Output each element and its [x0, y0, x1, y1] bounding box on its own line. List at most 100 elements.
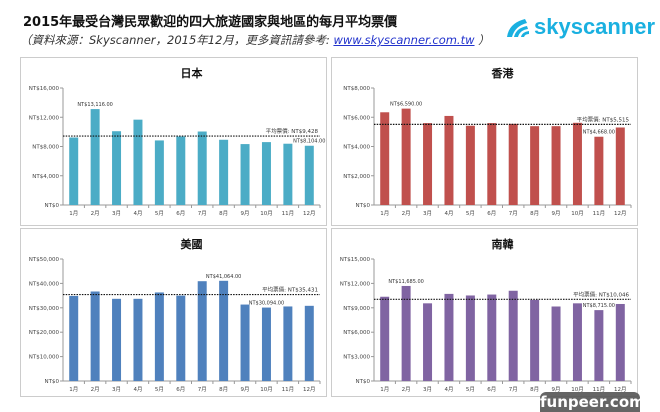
chart-title: 美國	[181, 237, 203, 251]
x-tick-label: 1月	[380, 386, 389, 393]
skyscanner-link[interactable]: www.skyscanner.com.tw	[333, 33, 475, 47]
x-tick-label: 8月	[219, 210, 228, 217]
skyscanner-sunrise-icon	[507, 19, 529, 37]
bar	[487, 123, 497, 205]
x-tick-label: 10月	[571, 386, 584, 393]
bar	[572, 122, 582, 205]
bar	[176, 295, 186, 381]
chart-title: 香港	[491, 66, 515, 80]
y-tick-label: NT$15,000	[340, 257, 371, 263]
bar	[90, 109, 100, 205]
x-tick-label: 2月	[402, 210, 411, 217]
bar	[69, 295, 79, 381]
bar	[283, 306, 293, 381]
data-label: NT$8,715.00	[583, 303, 615, 309]
average-label: 平均票價: NT$35,431	[262, 286, 318, 294]
y-tick-label: NT$16,000	[29, 86, 60, 92]
x-tick-label: 12月	[614, 210, 627, 217]
bar	[487, 294, 497, 381]
x-tick-label: 5月	[466, 210, 475, 217]
x-tick-label: 9月	[241, 386, 250, 393]
bar	[176, 136, 186, 205]
chart-panel-hongkong: 香港 NT$0 NT$2,000 NT$4,000 NT$6,000 NT$8,000 1月…	[331, 57, 638, 226]
y-tick-label: NT$20,000	[29, 330, 60, 336]
bar	[240, 144, 250, 205]
x-tick-label: 3月	[423, 210, 432, 217]
x-tick-label: 10月	[260, 210, 273, 217]
data-label: NT$4,668.00	[583, 130, 615, 136]
bar	[240, 304, 250, 381]
chart-panel-japan: 日本 NT$0 NT$4,000 NT$8,000 NT$12,000 NT$16,000…	[20, 57, 327, 226]
bar	[465, 295, 475, 381]
bar	[551, 306, 561, 381]
x-tick-label: 6月	[487, 386, 496, 393]
bar	[304, 305, 314, 381]
bar	[197, 131, 207, 205]
bar	[219, 280, 229, 381]
bar	[380, 296, 390, 381]
bar	[401, 108, 411, 205]
y-tick-label: NT$0	[45, 203, 60, 209]
average-label: 平均票價: NT$10,046	[573, 290, 629, 298]
x-tick-label: 12月	[614, 386, 627, 393]
y-tick-label: NT$8,000	[343, 86, 370, 92]
bar	[401, 285, 411, 381]
x-tick-label: 5月	[155, 210, 164, 217]
bar	[530, 126, 540, 205]
x-tick-label: 5月	[155, 386, 164, 393]
bar	[508, 290, 518, 381]
source-suffix: ）	[474, 33, 490, 47]
x-tick-label: 3月	[423, 386, 432, 393]
x-tick-label: 11月	[593, 210, 606, 217]
x-tick-label: 9月	[241, 210, 250, 217]
y-tick-label: NT$12,000	[29, 115, 60, 121]
bar	[283, 143, 293, 205]
bar	[615, 303, 625, 381]
x-tick-label: 8月	[219, 386, 228, 393]
x-tick-label: 8月	[530, 210, 539, 217]
bar	[133, 119, 143, 205]
bar	[572, 303, 582, 381]
x-tick-label: 4月	[444, 210, 453, 217]
average-label: 平均票價: NT$9,428	[266, 127, 319, 135]
x-tick-label: 6月	[487, 210, 496, 217]
x-tick-label: 8月	[530, 386, 539, 393]
x-tick-label: 4月	[133, 210, 142, 217]
watermark: funpeer.com	[540, 392, 645, 412]
x-tick-label: 12月	[303, 210, 316, 217]
x-tick-label: 2月	[402, 386, 411, 393]
chart-hongkong: 香港 NT$0 NT$2,000 NT$4,000 NT$6,000 NT$8,000 1月…	[343, 66, 632, 217]
bar	[133, 298, 143, 381]
x-tick-label: 2月	[91, 386, 100, 393]
bar	[261, 307, 271, 381]
x-tick-label: 6月	[176, 210, 185, 217]
x-tick-label: 7月	[198, 386, 207, 393]
page-title: 2015年最受台灣民眾歡迎的四大旅遊國家與地區的每月平均票價	[23, 15, 398, 30]
bar	[444, 293, 454, 381]
x-tick-label: 5月	[466, 386, 475, 393]
y-tick-label: NT$9,000	[343, 306, 370, 312]
y-tick-label: NT$0	[45, 379, 60, 385]
bar	[154, 292, 164, 381]
chart-title: 日本	[181, 66, 203, 80]
bar	[594, 136, 604, 205]
y-tick-label: NT$6,000	[343, 330, 370, 336]
x-tick-label: 4月	[444, 386, 453, 393]
bar	[423, 123, 433, 205]
chart-title: 南韓	[492, 237, 514, 251]
y-tick-label: NT$40,000	[29, 281, 60, 287]
x-tick-label: 7月	[198, 210, 207, 217]
data-label: NT$6,590.00	[390, 102, 422, 108]
chart-panel-korea: 南韓 NT$0 NT$3,000 NT$6,000 NT$9,000 NT$12,000 N…	[331, 228, 638, 397]
bar	[112, 298, 122, 381]
x-tick-label: 1月	[69, 210, 78, 217]
bar	[465, 125, 475, 205]
y-tick-label: NT$0	[356, 379, 371, 385]
x-tick-label: 11月	[282, 386, 295, 393]
x-tick-label: 11月	[593, 386, 606, 393]
y-tick-label: NT$3,000	[343, 355, 370, 361]
bar	[154, 140, 164, 205]
chart-korea: 南韓 NT$0 NT$3,000 NT$6,000 NT$9,000 NT$12,000 N…	[340, 237, 632, 393]
x-tick-label: 9月	[552, 386, 561, 393]
bar	[594, 310, 604, 381]
